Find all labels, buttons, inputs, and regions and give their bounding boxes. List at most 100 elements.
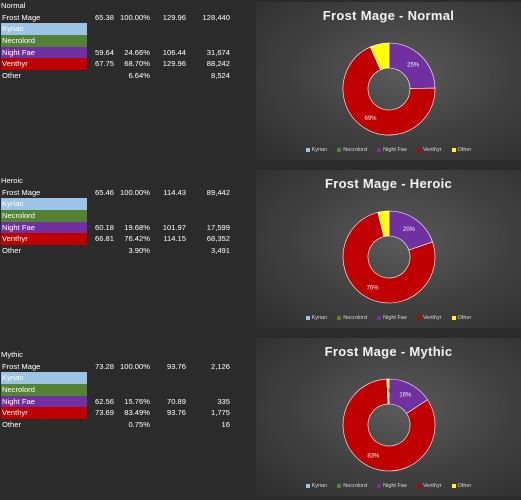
cell-value: 106.44 (162, 47, 186, 57)
table-row: Venthyr 67.75 68.70% 129.96 88,242 (0, 58, 250, 71)
data-label-venthyr: 76% (367, 285, 380, 291)
legend-swatch (337, 483, 342, 488)
cell-count: 88,242 (206, 59, 230, 69)
legend-item-kyrian: Kyrian (305, 315, 328, 321)
table-row: Venthyr 73.69 83.49% 93.76 1,775 (0, 407, 250, 420)
chart-title: Frost Mage - Normal (322, 8, 455, 23)
table-normal: Normal Frost Mage 65.38 100.00% 129.96 1… (0, 0, 250, 82)
legend-item-other: Other (451, 315, 471, 321)
data-label-night-fae: 16% (399, 393, 412, 399)
table-row: Kyrian (0, 198, 250, 211)
chart-title: Frost Mage - Mythic (324, 344, 453, 359)
covenant-necrolord: Necrolord (1, 210, 87, 222)
chart-legend: Kyrian Necrolord Night Fae Venthyr Other (256, 483, 521, 491)
chart-normal[interactable]: Frost Mage - Normal 25% 69% Kyrian Necrolo… (256, 2, 521, 160)
other-label: Other (2, 71, 21, 81)
slice-venthyr (342, 46, 436, 136)
legend-label: Night Fae (383, 147, 407, 153)
cell-value: 70.89 (166, 396, 186, 406)
chart-legend: Kyrian Necrolord Night Fae Venthyr Other (256, 315, 521, 323)
spec-name: Frost Mage (2, 187, 41, 197)
cell-value: 129.96 (162, 12, 186, 22)
covenant-necrolord: Necrolord (1, 384, 87, 396)
table-row: Other 0.75% 16 (0, 419, 250, 431)
table-mythic: Mythic Frost Mage 73.28 100.00% 93.76 2,… (0, 349, 250, 431)
legend-swatch (337, 147, 342, 152)
legend-swatch (451, 315, 456, 320)
legend-label: Other (457, 147, 472, 153)
cell-count: 68,352 (206, 234, 230, 244)
table-row: Frost Mage 65.38 100.00% 129.96 128,440 (0, 12, 250, 24)
data-label-venthyr: 83% (367, 454, 380, 460)
chart-heroic[interactable]: Frost Mage - Heroic 20% 76% Kyrian Necrolo… (256, 170, 521, 328)
legend-label: Venthyr (422, 483, 442, 489)
donut-chart: 20% 76% (342, 210, 436, 304)
cell-percent: 24.66% (124, 47, 150, 57)
cell-value: 62.56 (94, 396, 114, 406)
legend-swatch (377, 315, 382, 320)
legend-label: Necrolord (343, 483, 368, 489)
legend-item-night-fae: Night Fae (377, 483, 407, 489)
other-label: Other (2, 420, 21, 430)
cell-percent: 3.90% (128, 246, 150, 256)
cell-count: 1,775 (210, 408, 230, 418)
cell-value: 114.15 (163, 234, 186, 244)
other-label: Other (2, 246, 21, 256)
slice-other (386, 378, 390, 405)
chart-title: Frost Mage - Heroic (324, 176, 453, 191)
legend-item-venthyr: Venthyr (416, 315, 442, 321)
table-row: Night Fae 59.64 24.66% 106.44 31,674 (0, 46, 250, 59)
slice-venthyr (342, 378, 436, 472)
chart-legend: Kyrian Necrolord Night Fae Venthyr Other (256, 147, 521, 155)
covenant-kyrian: Kyrian (1, 23, 87, 36)
table-row: Necrolord (0, 35, 250, 47)
data-label-night-fae: 20% (403, 227, 416, 233)
legend-item-necrolord: Necrolord (337, 315, 367, 321)
section-title: Normal (0, 0, 250, 12)
legend-label: Night Fae (383, 315, 407, 321)
cell-value: 114.43 (163, 187, 186, 197)
table-heroic: Heroic Frost Mage 65.46 100.00% 114.43 8… (0, 175, 250, 257)
legend-item-kyrian: Kyrian (305, 483, 327, 489)
legend-item-other: Other (451, 147, 472, 153)
legend-swatch (337, 315, 342, 320)
legend-item-necrolord: Necrolord (337, 483, 367, 489)
legend-label: Kyrian (311, 315, 328, 321)
difficulty-label: Heroic (1, 176, 23, 185)
legend-swatch (305, 315, 310, 320)
cell-percent: 68.70% (124, 59, 150, 69)
chart-mythic[interactable]: Frost Mage - Mythic 16% 83% 1% Kyrian Necro… (256, 338, 521, 496)
legend-swatch (451, 483, 456, 488)
table-row: Kyrian (0, 23, 250, 36)
table-row: Frost Mage 73.28 100.00% 93.76 2,126 (0, 361, 250, 373)
table-row: Other 3.90% 3,491 (0, 245, 250, 257)
cell-count: 31,674 (206, 47, 230, 57)
slice-venthyr (342, 212, 436, 304)
legend-item-night-fae: Night Fae (377, 147, 407, 153)
cell-value: 73.28 (94, 361, 114, 371)
legend-swatch (305, 483, 310, 488)
covenant-night-fae: Night Fae (1, 395, 87, 408)
covenant-night-fae: Night Fae (1, 221, 87, 234)
table-row: Night Fae 60.18 19.68% 101.97 17,599 (0, 221, 250, 234)
legend-item-night-fae: Night Fae (377, 315, 407, 321)
cell-percent: 100.00% (120, 361, 150, 371)
cell-percent: 0.75% (128, 420, 150, 430)
legend-swatch (416, 483, 421, 488)
cell-value: 73.69 (94, 408, 114, 418)
cell-count: 3,491 (210, 246, 230, 256)
covenant-venthyr: Venthyr (1, 407, 87, 420)
legend-label: Other (457, 483, 472, 489)
legend-item-venthyr: Venthyr (416, 483, 442, 489)
legend-swatch (305, 147, 310, 152)
cell-value: 66.81 (94, 234, 114, 244)
cell-value: 59.64 (94, 47, 114, 57)
cell-count: 128,440 (202, 12, 230, 22)
legend-label: Necrolord (343, 147, 368, 153)
covenant-venthyr: Venthyr (1, 58, 87, 71)
covenant-kyrian: Kyrian (1, 372, 87, 385)
difficulty-label: Normal (1, 1, 26, 10)
cell-count: 89,442 (206, 187, 230, 197)
table-row: Venthyr 66.81 76.42% 114.15 68,352 (0, 233, 250, 246)
table-row: Kyrian (0, 372, 250, 385)
